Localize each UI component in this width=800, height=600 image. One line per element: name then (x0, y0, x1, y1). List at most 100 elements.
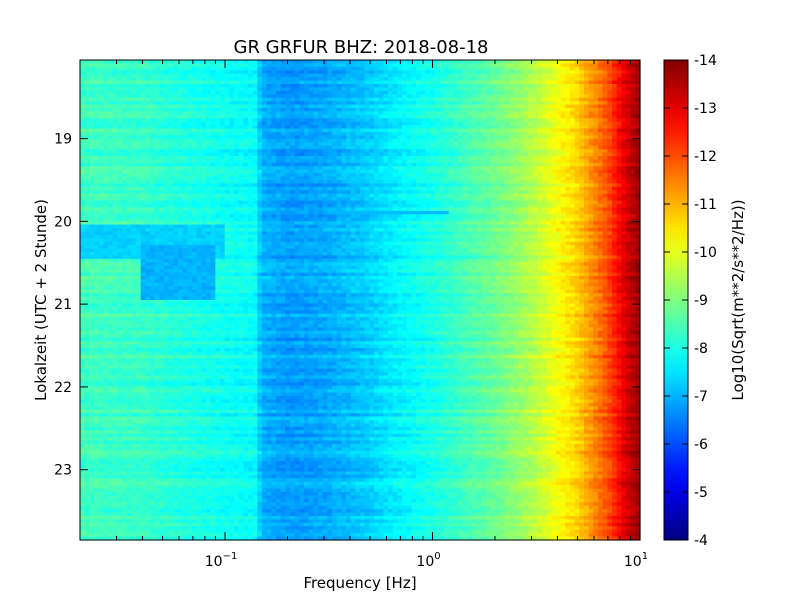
heatmap-cell (598, 87, 604, 92)
heatmap-cell (616, 77, 622, 82)
heatmap-cell (94, 135, 100, 140)
heatmap-cell (621, 183, 627, 188)
heatmap-cell (528, 94, 534, 99)
heatmap-cell (341, 111, 347, 116)
heatmap-cell (117, 169, 123, 174)
heatmap-cell (131, 135, 137, 140)
heatmap-cell (271, 118, 277, 123)
heatmap-cell (304, 190, 310, 195)
heatmap-cell (322, 180, 328, 185)
heatmap-cell (355, 70, 361, 75)
heatmap-cell (528, 121, 534, 126)
heatmap-cell (486, 66, 492, 71)
heatmap-cell (528, 87, 534, 92)
heatmap-cell (612, 63, 618, 68)
heatmap-cell (350, 149, 356, 154)
heatmap-cell (579, 70, 585, 75)
heatmap-cell (308, 132, 314, 137)
heatmap-cell (374, 183, 380, 188)
heatmap-cell (598, 63, 604, 68)
heatmap-cell (336, 97, 342, 102)
heatmap-cell (579, 186, 585, 191)
heatmap-cell (392, 142, 398, 147)
heatmap-cell (542, 90, 548, 95)
heatmap-cell (546, 73, 552, 78)
heatmap-cell (80, 87, 86, 92)
heatmap-cell (388, 149, 394, 154)
heatmap-cell (299, 121, 305, 126)
heatmap-cell (448, 63, 454, 68)
heatmap-cell (243, 142, 249, 147)
heatmap-cell (252, 173, 258, 178)
heatmap-cell (84, 193, 90, 198)
heatmap-cell (84, 149, 90, 154)
heatmap-cell (402, 125, 408, 130)
heatmap-cell (108, 87, 114, 92)
heatmap-cell (392, 128, 398, 133)
heatmap-cell (322, 190, 328, 195)
heatmap-cell (430, 128, 436, 133)
heatmap-cell (341, 166, 347, 171)
heatmap-cell (416, 125, 422, 130)
heatmap-cell (154, 70, 160, 75)
heatmap-cell (173, 200, 179, 205)
heatmap-cell (299, 190, 305, 195)
heatmap-cell (234, 80, 240, 85)
heatmap-cell (402, 190, 408, 195)
heatmap-cell (266, 66, 272, 71)
heatmap-cell (84, 152, 90, 157)
heatmap-cell (238, 197, 244, 202)
heatmap-cell (196, 108, 202, 113)
heatmap-cell (584, 63, 590, 68)
heatmap-cell (472, 70, 478, 75)
heatmap-cell (206, 114, 212, 119)
heatmap-cell (224, 73, 230, 78)
heatmap-cell (234, 87, 240, 92)
heatmap-cell (80, 135, 86, 140)
heatmap-cell (551, 90, 557, 95)
heatmap-cell (602, 70, 608, 75)
heatmap-cell (252, 94, 258, 99)
heatmap-cell (150, 104, 156, 109)
heatmap-cell (537, 132, 543, 137)
heatmap-cell (271, 193, 277, 198)
heatmap-cell (574, 80, 580, 85)
heatmap-cell (206, 200, 212, 205)
heatmap-cell (430, 90, 436, 95)
heatmap-cell (607, 125, 613, 130)
heatmap-cell (481, 118, 487, 123)
heatmap-cell (532, 135, 538, 140)
heatmap-cell (140, 197, 146, 202)
heatmap-cell (490, 159, 496, 164)
heatmap-cell (430, 66, 436, 71)
heatmap-cell (140, 166, 146, 171)
heatmap-cell (280, 87, 286, 92)
heatmap-cell (425, 97, 431, 102)
heatmap-cell (140, 190, 146, 195)
heatmap-cell (635, 66, 641, 71)
heatmap-cell (140, 142, 146, 147)
heatmap-cell (444, 63, 450, 68)
heatmap-cell (481, 173, 487, 178)
heatmap-cell (584, 66, 590, 71)
heatmap-cell (150, 118, 156, 123)
heatmap-cell (229, 156, 235, 161)
heatmap-cell (542, 94, 548, 99)
heatmap-cell (304, 77, 310, 82)
heatmap-cell (266, 159, 272, 164)
heatmap-cell (262, 90, 268, 95)
heatmap-cell (458, 111, 464, 116)
heatmap-cell (313, 180, 319, 185)
heatmap-cell (383, 166, 389, 171)
heatmap-cell (285, 108, 291, 113)
heatmap-cell (280, 80, 286, 85)
heatmap-cell (196, 97, 202, 102)
heatmap-cell (313, 169, 319, 174)
heatmap-cell (252, 63, 258, 68)
heatmap-cell (112, 128, 118, 133)
heatmap-cell (523, 138, 529, 143)
heatmap-cell (220, 145, 226, 150)
heatmap-cell (94, 166, 100, 171)
heatmap-cell (388, 142, 394, 147)
heatmap-cell (509, 193, 515, 198)
